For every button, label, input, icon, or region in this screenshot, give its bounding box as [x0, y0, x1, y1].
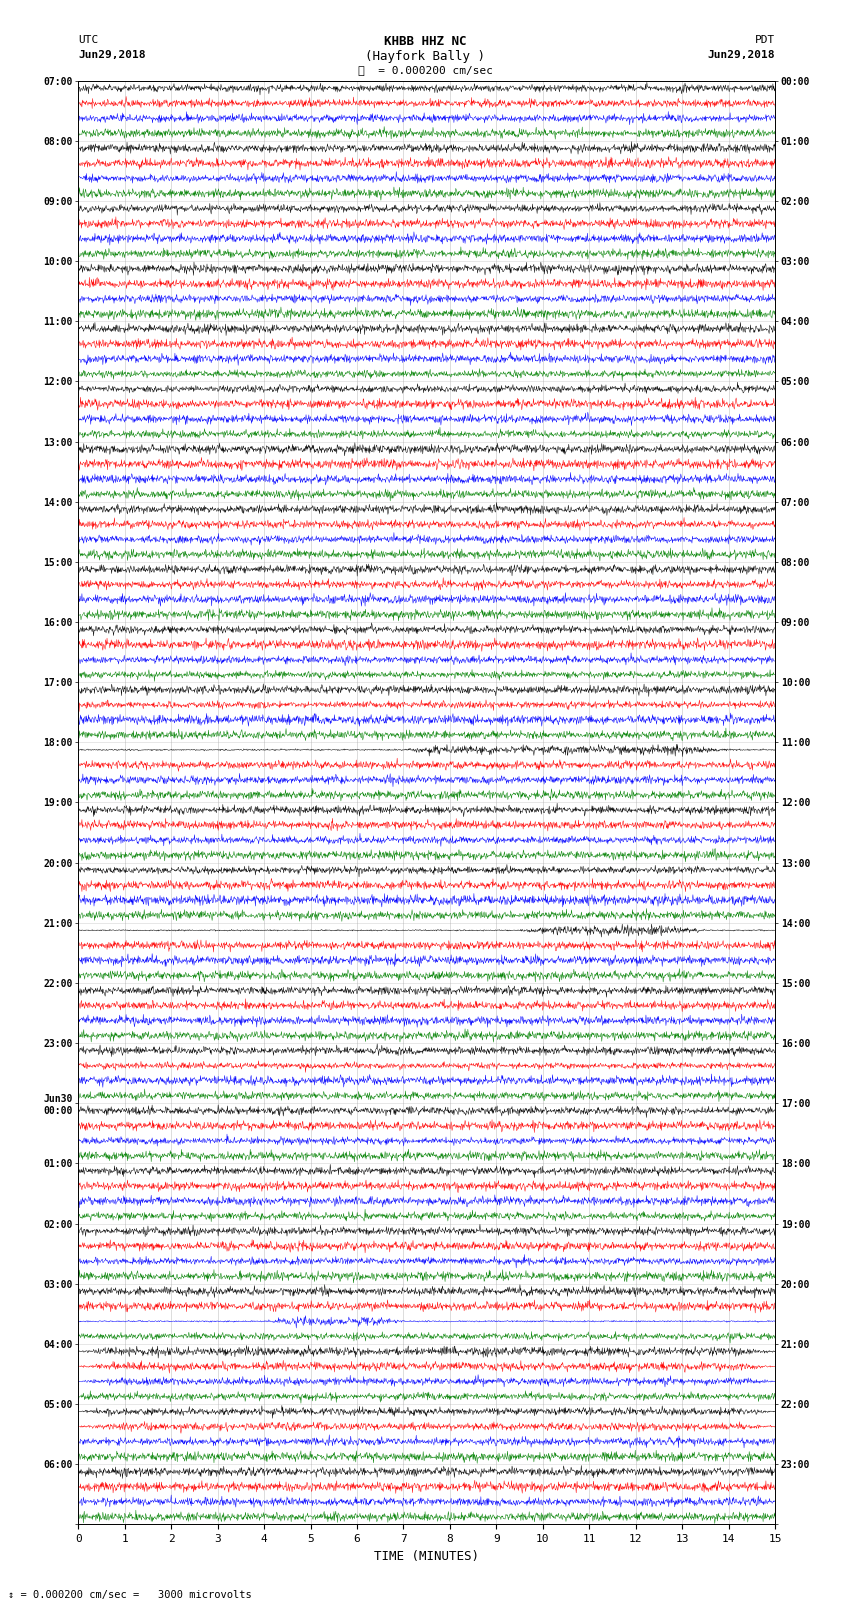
X-axis label: TIME (MINUTES): TIME (MINUTES) [374, 1550, 479, 1563]
Text: Jun29,2018: Jun29,2018 [78, 50, 145, 60]
Text: KHBB HHZ NC: KHBB HHZ NC [383, 35, 467, 48]
Text: ↕ = 0.000200 cm/sec =   3000 microvolts: ↕ = 0.000200 cm/sec = 3000 microvolts [8, 1590, 252, 1600]
Text: UTC: UTC [78, 35, 99, 45]
Text: Jun29,2018: Jun29,2018 [708, 50, 775, 60]
Text: PDT: PDT [755, 35, 775, 45]
Text: ⎯  = 0.000200 cm/sec: ⎯ = 0.000200 cm/sec [358, 65, 492, 74]
Text: (Hayfork Bally ): (Hayfork Bally ) [365, 50, 485, 63]
